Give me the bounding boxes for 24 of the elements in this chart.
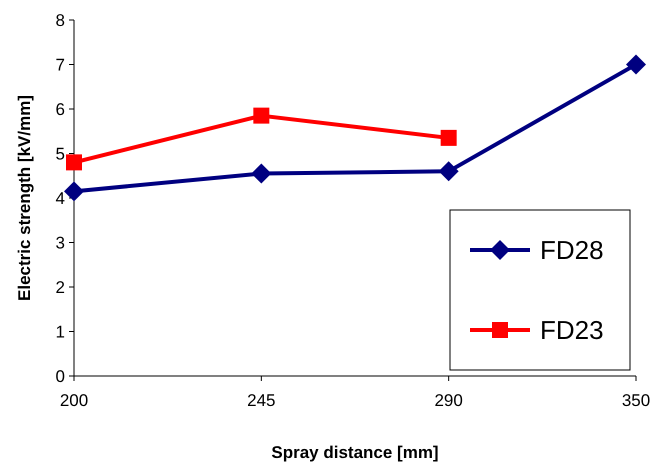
point [66,154,82,170]
legend-label: FD23 [540,315,604,346]
x-tick-label: 290 [434,391,463,410]
y-tick-label: 4 [56,188,65,208]
x-axis-title: Spray distance [mm] [271,443,439,462]
point [440,130,457,146]
point [251,164,272,184]
y-tick-label: 7 [56,55,65,74]
y-tick-label: 5 [56,144,65,164]
point [626,54,646,74]
y-tick-label: 8 [56,10,65,30]
y-tick-label: 0 [56,366,65,386]
y-tick-label: 6 [56,100,65,119]
y-tick-label: 1 [56,322,65,342]
point [438,161,459,182]
x-tick-label: 350 [622,391,650,410]
legend-label: FD28 [540,235,604,266]
y-tick-label: 3 [56,233,65,252]
y-axis-title: Electric strength [kV/mm] [15,95,34,301]
point [253,108,270,124]
x-tick-label: 200 [60,391,88,410]
point [64,181,84,202]
x-tick-label: 245 [247,391,276,410]
y-tick-label: 2 [56,278,65,297]
